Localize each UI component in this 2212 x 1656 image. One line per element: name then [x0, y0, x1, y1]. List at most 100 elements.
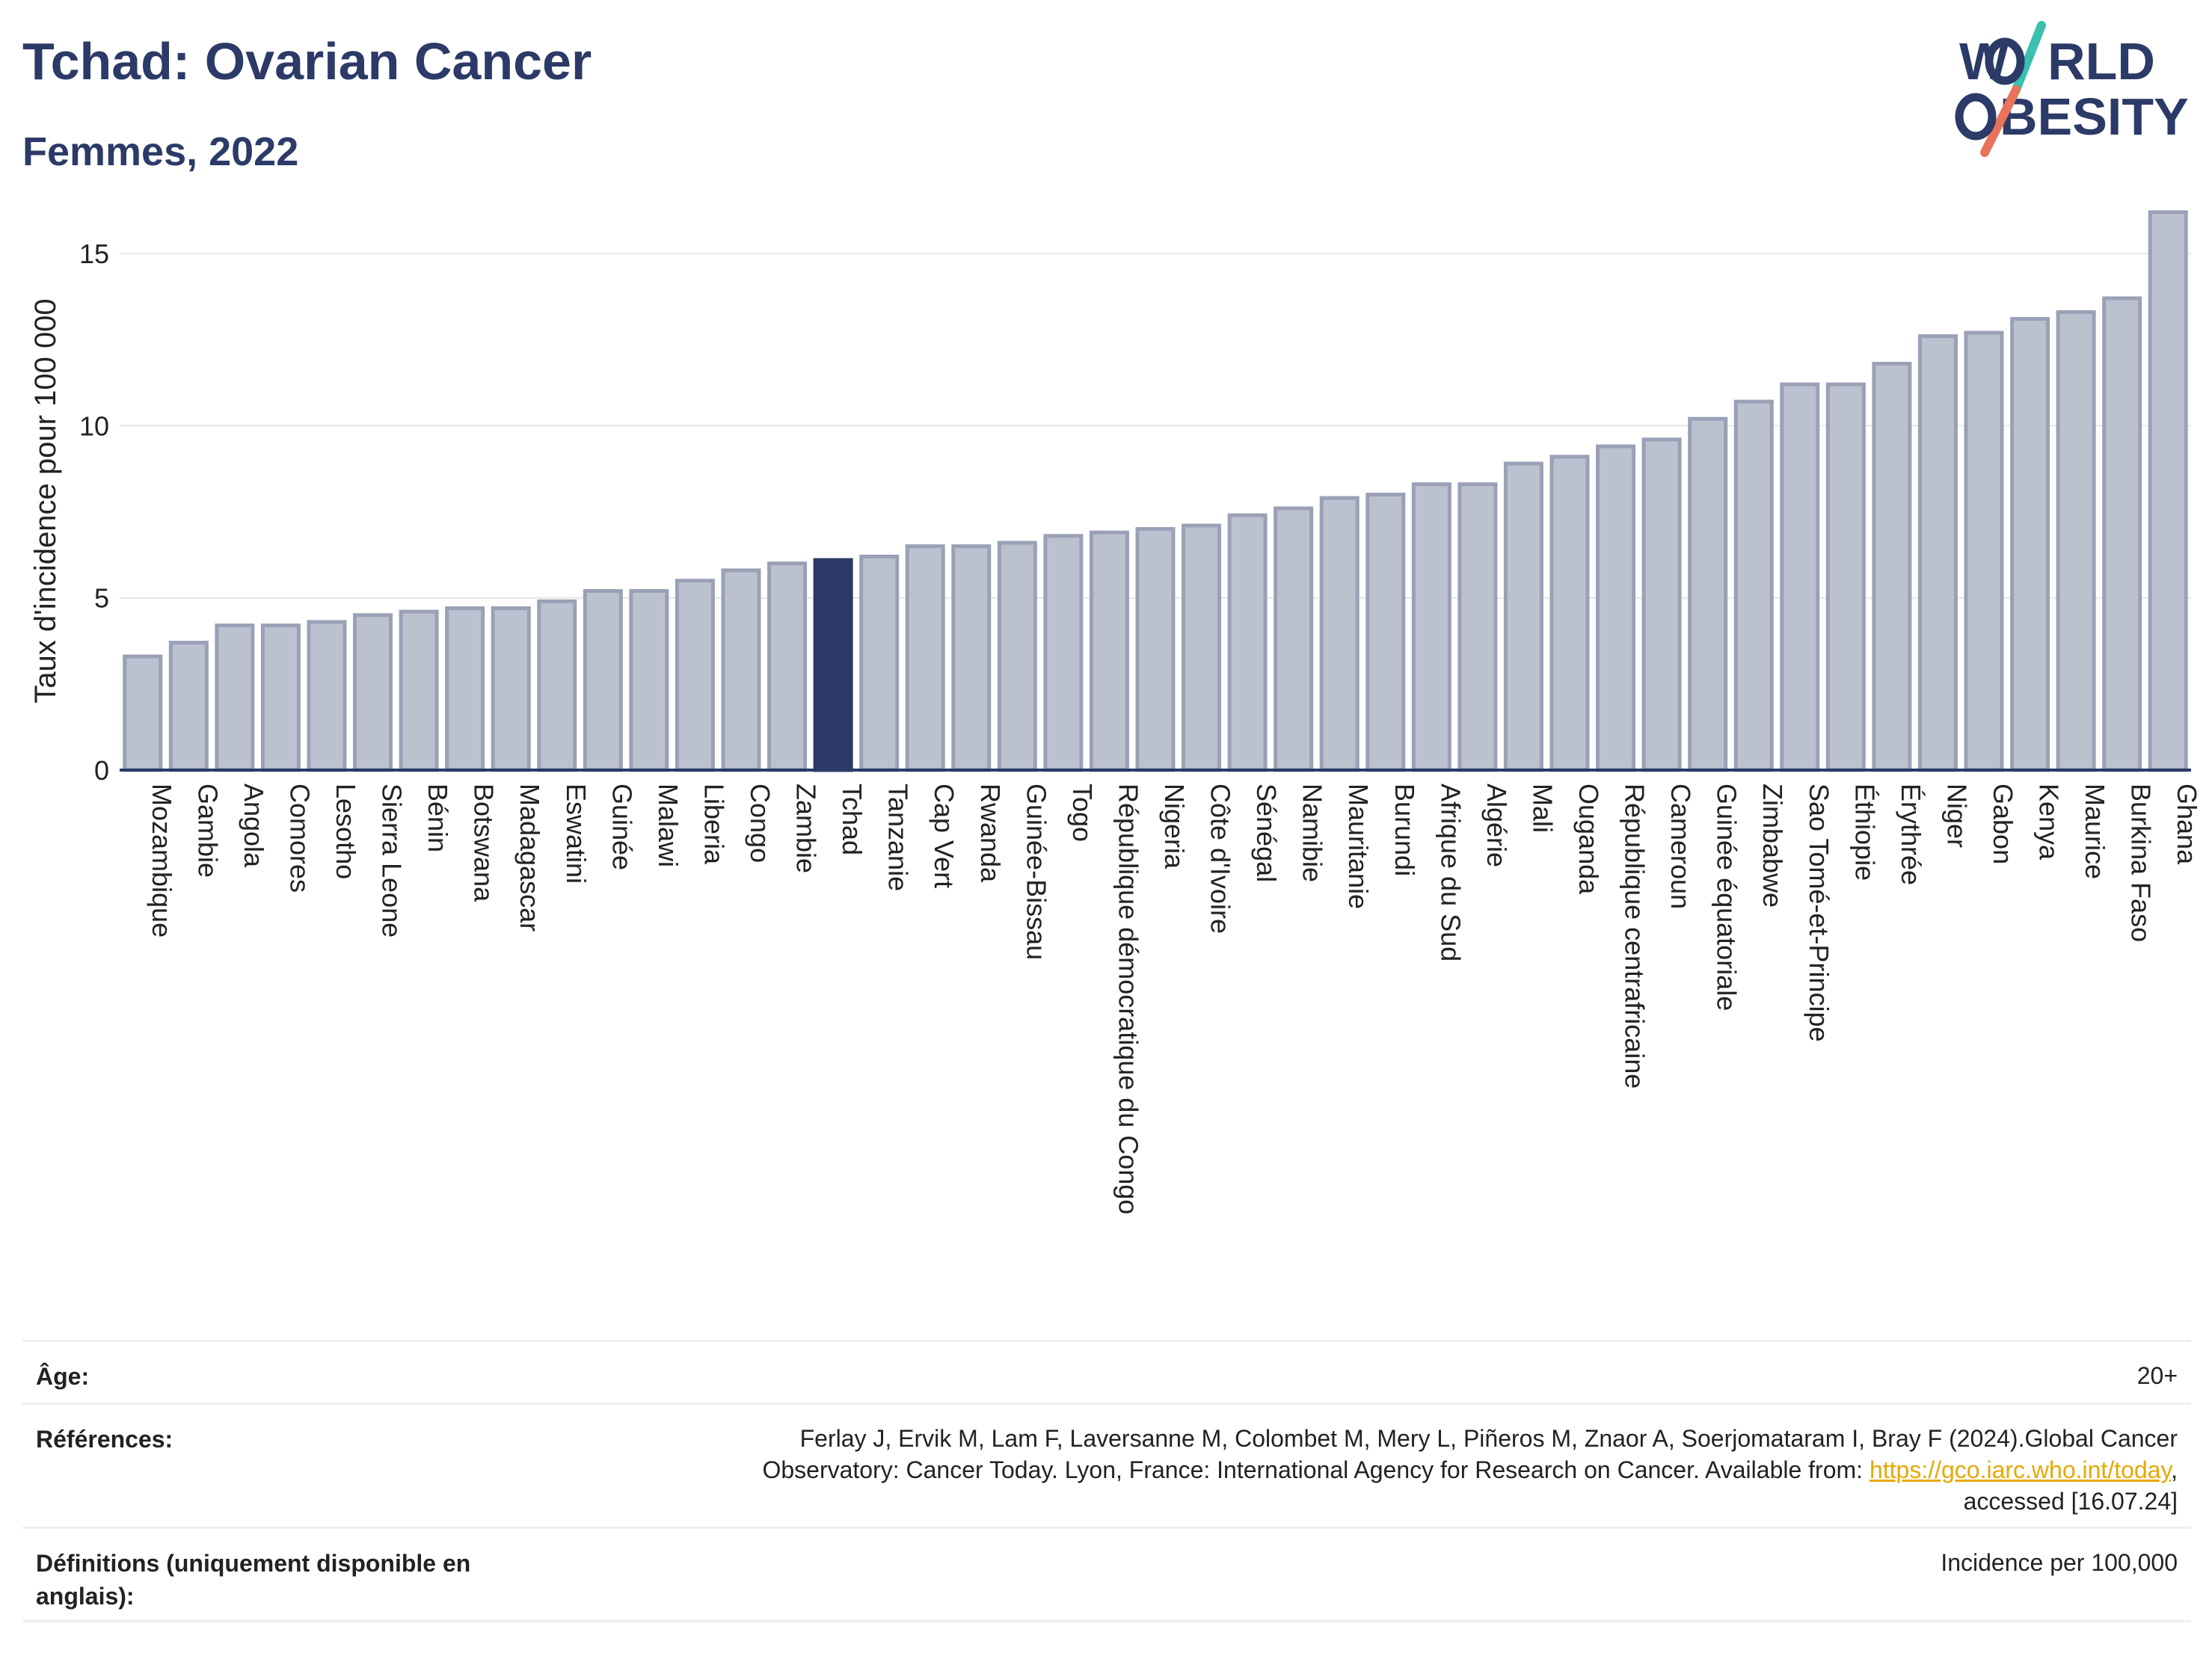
logo-letter-o-top — [1985, 37, 2025, 85]
bar — [1780, 382, 1820, 772]
meta-row-age: Âge: 20+ — [22, 1340, 2191, 1403]
x-tick-label: Côte d'Ivoire — [1205, 784, 1236, 934]
x-tick-label: Burundi — [1389, 784, 1420, 876]
bar — [1043, 534, 1084, 772]
bar — [1411, 482, 1451, 772]
x-tick-label: Mozambique — [147, 784, 177, 938]
meta-row-references: Références: Ferlay J, Ervik M, Lam F, La… — [22, 1403, 2191, 1527]
world-obesity-logo: W RLD BESITY — [1955, 21, 2189, 157]
bar — [260, 624, 301, 772]
x-tick-label: Sierra Leone — [377, 784, 408, 938]
x-tick-label: Zimbabwe — [1757, 784, 1788, 908]
bar — [491, 606, 531, 772]
x-tick-label: Algérie — [1481, 784, 1512, 867]
references-link[interactable]: https://gco.iarc.who.int/today — [1869, 1456, 2172, 1483]
bar — [2102, 296, 2142, 772]
bar — [1917, 334, 1958, 772]
x-tick-label: Congo — [745, 784, 775, 863]
x-tick-label: Ouganda — [1573, 784, 1604, 895]
bar — [353, 613, 393, 772]
x-tick-label: Madagascar — [514, 784, 545, 932]
x-tick-labels: Mozambique Gambie Angola Comores Lesotho Sier… — [147, 784, 2202, 1214]
bar — [1135, 527, 1176, 772]
bar — [123, 654, 163, 772]
bar — [1365, 493, 1406, 772]
x-tick-label: Mali — [1527, 784, 1558, 833]
bar — [2010, 317, 2050, 772]
x-tick-label: Tanzanie — [883, 784, 914, 891]
bar — [721, 568, 761, 772]
bar — [445, 606, 485, 772]
x-tick-label: République centrafricaine — [1620, 784, 1650, 1089]
bar — [2148, 210, 2188, 772]
logo-slash-top — [2012, 21, 2046, 94]
bar — [629, 588, 669, 772]
x-tick-label: Togo — [1067, 784, 1098, 842]
bar — [399, 609, 439, 772]
x-tick-label: Angola — [239, 784, 269, 868]
logo-letter-o-bottom — [1955, 93, 1997, 141]
bar — [1227, 513, 1268, 772]
x-tick-label: Guinée-Bissau — [1021, 784, 1051, 960]
x-tick-label: Rwanda — [975, 784, 1006, 883]
definitions-label: Définitions (uniquement disponible en an… — [36, 1550, 471, 1610]
bar-chart: 0 5 10 15 Mozambique Gambie Angola Comores Leso… — [29, 210, 2202, 1214]
references-text-1: Ferlay J, Ervik M, Lam F, Laversanne M, … — [799, 1425, 2178, 1452]
bar — [1182, 523, 1222, 772]
references-text-2: Observatory: Cancer Today. Lyon, France:… — [762, 1456, 1870, 1483]
age-label: Âge: — [36, 1363, 90, 1390]
bar — [1964, 330, 2004, 772]
logo-line-2: BESITY — [2000, 87, 2189, 146]
bars — [123, 210, 2188, 772]
x-tick-label: Ghana — [2172, 784, 2202, 865]
x-tick-label: Nigeria — [1159, 784, 1190, 869]
bar — [997, 541, 1037, 772]
chart-subtitle: Femmes, 2022 — [22, 129, 299, 174]
x-tick-label: Malawi — [653, 784, 683, 867]
x-tick-label: Bénin — [423, 784, 453, 852]
bar — [1596, 444, 1636, 772]
x-tick-label: Comores — [284, 784, 315, 893]
bar — [2056, 310, 2096, 772]
x-tick-label: Afrique du Sud — [1435, 784, 1466, 961]
bar — [767, 561, 808, 772]
x-tick-label: Érythrée — [1896, 784, 1926, 885]
references-text-4: accessed [16.07.24] — [1963, 1488, 2178, 1515]
y-tick-label: 15 — [79, 238, 109, 269]
x-tick-label: Eswatini — [561, 784, 592, 884]
bar — [215, 624, 255, 772]
bar — [859, 554, 900, 772]
age-value: 20+ — [2136, 1362, 2178, 1389]
bar — [168, 641, 209, 772]
x-tick-label: Tchad — [837, 784, 867, 855]
x-tick-label: Gabon — [1988, 784, 2018, 864]
y-tick-label: 10 — [79, 410, 109, 441]
y-tick-labels: 0 5 10 15 — [79, 238, 109, 786]
bar — [1457, 482, 1498, 772]
definitions-value: Incidence per 100,000 — [1941, 1549, 2178, 1576]
bar — [583, 588, 623, 772]
bar — [1733, 399, 1774, 772]
x-tick-label: République démocratique du Congo — [1113, 784, 1143, 1214]
x-tick-label: Zambie — [791, 784, 822, 873]
bar — [1503, 461, 1543, 772]
x-tick-label: Cameroun — [1665, 784, 1696, 909]
x-tick-label: Guinée — [606, 784, 637, 870]
bar — [1825, 382, 1866, 772]
x-tick-label: Kenya — [2034, 784, 2065, 861]
x-tick-label: Sénégal — [1251, 784, 1282, 882]
x-tick-label: Liberia — [698, 784, 729, 865]
bar — [1549, 455, 1590, 772]
bar — [951, 544, 992, 772]
logo-slash-bottom — [1980, 85, 2021, 157]
x-tick-label: Namibie — [1297, 784, 1328, 882]
bar — [1688, 416, 1728, 772]
bar — [1641, 437, 1682, 772]
x-tick-label: Sao Tomé-et-Principe — [1804, 784, 1834, 1042]
x-tick-label: Éthiopie — [1849, 784, 1880, 881]
references-value: Ferlay J, Ervik M, Lam F, Laversanne M, … — [762, 1423, 2178, 1517]
x-tick-label: Niger — [1941, 784, 1972, 848]
bar — [675, 579, 715, 772]
x-tick-label: Mauritanie — [1343, 784, 1374, 909]
x-tick-label: Burkina Faso — [2126, 784, 2157, 942]
